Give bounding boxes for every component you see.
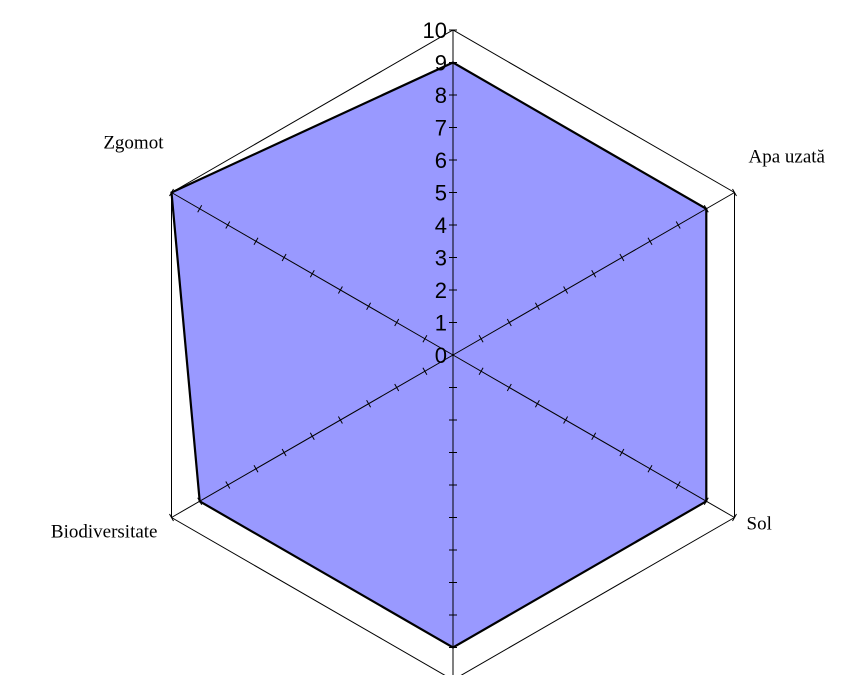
tick-mark xyxy=(647,237,653,245)
category-label: Sol xyxy=(747,514,772,535)
tick-mark xyxy=(281,448,287,457)
tick-mark xyxy=(422,367,428,375)
tick-label: 7 xyxy=(435,116,447,141)
tick-label: 6 xyxy=(435,148,447,173)
tick-mark xyxy=(337,286,343,294)
tick-mark xyxy=(732,513,737,522)
tick-mark xyxy=(197,497,203,505)
tick-mark xyxy=(675,221,681,229)
tick-label: 3 xyxy=(435,246,447,271)
tick-mark xyxy=(732,188,737,197)
tick-mark xyxy=(169,513,174,522)
tick-mark xyxy=(225,481,231,489)
tick-label: 10 xyxy=(423,18,447,43)
tick-mark xyxy=(506,318,512,327)
tick-mark xyxy=(281,253,287,262)
tick-mark xyxy=(309,270,315,278)
tick-mark xyxy=(534,302,540,310)
tick-mark xyxy=(309,432,315,440)
tick-mark xyxy=(478,367,484,375)
tick-mark xyxy=(366,302,372,310)
tick-mark xyxy=(253,465,259,473)
tick-label: 2 xyxy=(435,278,447,303)
tick-label: 8 xyxy=(435,83,447,108)
tick-mark xyxy=(591,270,597,278)
tick-mark xyxy=(619,448,625,457)
tick-mark xyxy=(619,253,625,262)
tick-mark xyxy=(647,465,653,473)
tick-mark xyxy=(478,335,484,343)
tick-mark xyxy=(563,286,569,294)
tick-mark xyxy=(703,205,709,213)
tick-label: 1 xyxy=(435,311,447,336)
category-label: Zgomot xyxy=(103,133,164,154)
category-label: Biodiversitate xyxy=(51,522,158,543)
tick-label: 4 xyxy=(435,213,447,238)
tick-mark xyxy=(253,237,259,245)
tick-mark xyxy=(563,416,569,424)
tick-mark xyxy=(169,188,174,197)
tick-mark xyxy=(675,481,681,489)
tick-mark xyxy=(422,335,428,343)
tick-mark xyxy=(394,383,400,392)
tick-mark xyxy=(197,205,203,213)
tick-mark xyxy=(534,400,540,408)
category-label: Apa uzată xyxy=(749,147,826,168)
tick-mark xyxy=(225,221,231,229)
tick-mark xyxy=(337,416,343,424)
tick-label: 0 xyxy=(435,343,447,368)
tick-mark xyxy=(506,383,512,392)
tick-label: 9 xyxy=(435,51,447,76)
tick-mark xyxy=(366,400,372,408)
tick-mark xyxy=(394,318,400,327)
tick-mark xyxy=(591,432,597,440)
tick-label: 5 xyxy=(435,181,447,206)
tick-mark xyxy=(703,497,709,505)
